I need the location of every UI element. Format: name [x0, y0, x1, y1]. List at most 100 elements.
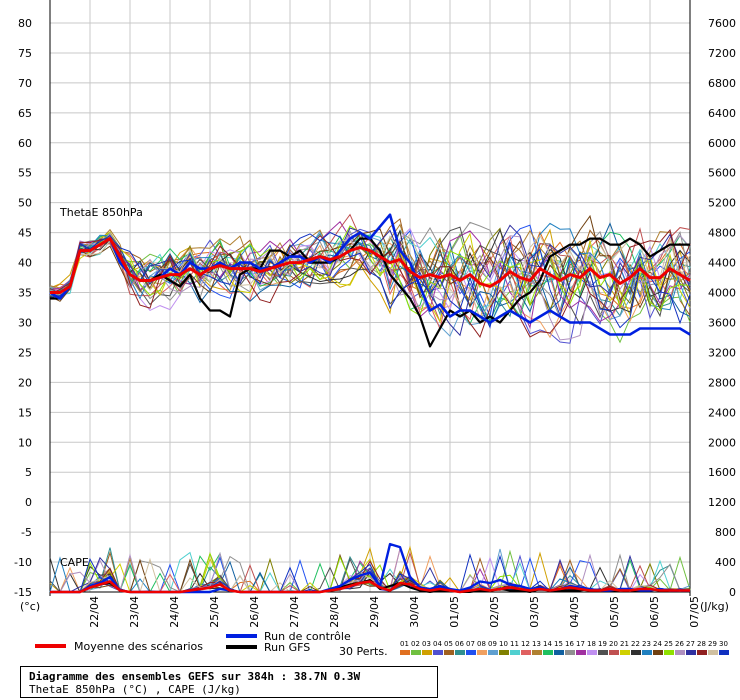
- right-tick-label: 400: [715, 556, 736, 569]
- right-tick-label: 5600: [708, 167, 736, 180]
- chart-title: Diagramme des ensembles GEFS sur 384h : …: [29, 670, 361, 683]
- pert-number-label: 28: [697, 640, 706, 648]
- x-tick-label: 23/04: [128, 596, 141, 628]
- pert-color-swatch: [543, 650, 553, 655]
- x-tick-label: 27/04: [288, 596, 301, 628]
- pert-number-label: 23: [642, 640, 651, 648]
- pert-color-swatch: [675, 650, 685, 655]
- x-tick-label: 30/04: [408, 596, 421, 628]
- main-series-lines: [49, 213, 691, 594]
- pert-color-swatch: [411, 650, 421, 655]
- left-tick-label: 30: [18, 316, 32, 329]
- pert-number-label: 17: [576, 640, 585, 648]
- right-tick-label: 4400: [708, 257, 736, 270]
- x-tick-label: 26/04: [248, 596, 261, 628]
- pert-number-label: 09: [488, 640, 497, 648]
- pert-color-swatch: [719, 650, 729, 655]
- perturbation-thetae-line: [49, 227, 691, 312]
- pert-number-label: 10: [499, 640, 508, 648]
- right-tick-label: 4000: [708, 287, 736, 300]
- left-tick-label: -10: [14, 556, 32, 569]
- left-tick-label: 10: [18, 436, 32, 449]
- pert-color-swatch: [587, 650, 597, 655]
- x-tick-label: 22/04: [88, 596, 101, 628]
- pert-color-swatch: [466, 650, 476, 655]
- right-tick-label: 5200: [708, 197, 736, 210]
- y-tick-labels: 80757065605550454035302520151050-5-10-15…: [14, 17, 736, 599]
- right-tick-label: 2400: [708, 406, 736, 419]
- pert-color-swatch: [620, 650, 630, 655]
- x-tick-label: 05/05: [608, 596, 621, 628]
- x-tick-label: 25/04: [208, 596, 221, 628]
- pert-number-label: 24: [653, 640, 662, 648]
- left-tick-label: 40: [18, 257, 32, 270]
- pert-color-swatch: [631, 650, 641, 655]
- legend-mean-label: Moyenne des scénarios: [74, 640, 203, 653]
- pert-number-label: 25: [664, 640, 673, 648]
- perturbation-thetae-line: [49, 224, 691, 318]
- legend: Moyenne des scénarios Run de contrôleRun …: [35, 630, 729, 658]
- pert-number-label: 13: [532, 640, 541, 648]
- pert-number-label: 02: [411, 640, 420, 648]
- perturbation-thetae-line: [49, 228, 691, 344]
- right-tick-label: 7200: [708, 47, 736, 60]
- right-tick-label: 6800: [708, 77, 736, 90]
- pert-color-swatch: [642, 650, 652, 655]
- left-tick-label: 20: [18, 376, 32, 389]
- perturbation-thetae-line: [49, 232, 691, 344]
- x-tick-labels: 22/04 23/04 24/04 25/04 26/04 27/04 28/04 29/04…: [88, 596, 701, 628]
- pert-color-swatch: [664, 650, 674, 655]
- left-tick-label: 50: [18, 197, 32, 210]
- pert-number-label: 20: [609, 640, 618, 648]
- pert-number-label: 16: [565, 640, 574, 648]
- pert-color-swatch: [576, 650, 586, 655]
- x-tick-label: 28/04: [328, 596, 341, 628]
- perturbation-thetae-line: [49, 224, 691, 337]
- x-tick-label: 06/05: [648, 596, 661, 628]
- chart-info-box: Diagramme des ensembles GEFS sur 384h : …: [20, 666, 438, 698]
- pert-color-swatch: [554, 650, 564, 655]
- right-tick-label: 1600: [708, 466, 736, 479]
- left-tick-label: 80: [18, 17, 32, 30]
- pert-number-label: 30: [719, 640, 728, 648]
- left-tick-label: 65: [18, 107, 32, 120]
- left-tick-label: 45: [18, 227, 32, 240]
- pert-color-swatch: [488, 650, 498, 655]
- right-tick-label: 7600: [708, 17, 736, 30]
- x-tick-label: 24/04: [168, 596, 181, 628]
- left-tick-label: -15: [14, 586, 32, 599]
- pert-number-label: 29: [708, 640, 717, 648]
- pert-number-label: 03: [422, 640, 431, 648]
- left-unit-label: (°c): [20, 600, 40, 613]
- pert-color-swatch: [455, 650, 465, 655]
- left-tick-label: 60: [18, 137, 32, 150]
- pert-number-label: 12: [521, 640, 530, 648]
- right-tick-label: 3600: [708, 316, 736, 329]
- right-tick-label: 3200: [708, 346, 736, 359]
- right-tick-label: 1200: [708, 496, 736, 509]
- pert-color-swatch: [422, 650, 432, 655]
- left-tick-label: 75: [18, 47, 32, 60]
- right-tick-label: 2000: [708, 436, 736, 449]
- pert-color-swatch: [565, 650, 575, 655]
- perturbation-thetae-line: [49, 232, 691, 341]
- left-tick-label: 35: [18, 287, 32, 300]
- chart-grid: [49, 0, 691, 596]
- pert-color-swatch: [477, 650, 487, 655]
- x-tick-label: 04/05: [568, 596, 581, 628]
- pert-number-label: 06: [455, 640, 464, 648]
- pert-color-swatch: [598, 650, 608, 655]
- mean-thetae-line: [50, 237, 691, 294]
- perturbation-thetae-line: [49, 229, 691, 338]
- x-tick-label: 03/05: [528, 596, 541, 628]
- x-tick-label: 02/05: [488, 596, 501, 628]
- x-tick-label: 07/05: [688, 596, 701, 628]
- pert-number-label: 22: [631, 640, 640, 648]
- left-tick-label: 0: [25, 496, 32, 509]
- pert-color-swatch: [400, 650, 410, 655]
- left-tick-label: 15: [18, 406, 32, 419]
- pert-number-label: 27: [686, 640, 695, 648]
- pert-number-label: 19: [598, 640, 607, 648]
- pert-color-swatch: [686, 650, 696, 655]
